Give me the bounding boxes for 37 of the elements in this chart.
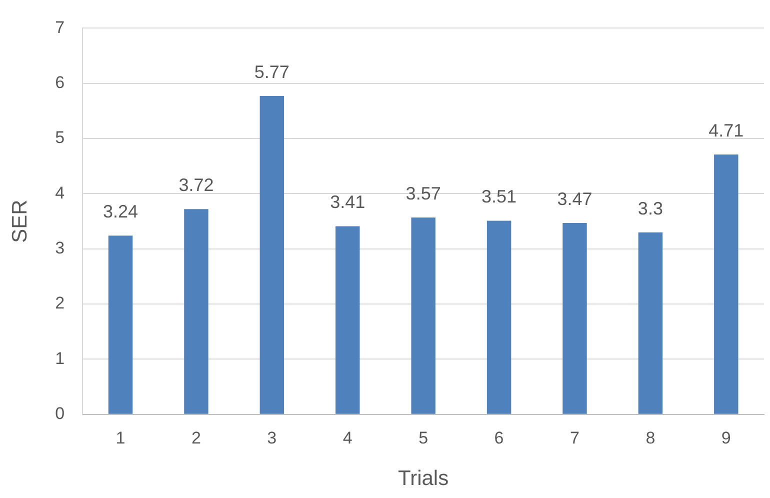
bar [411,217,436,414]
x-tick-label: 8 [646,428,656,448]
data-label: 3.47 [557,188,592,209]
y-tick-label: 2 [55,294,65,313]
y-tick-label: 7 [55,18,65,37]
data-label: 5.77 [254,62,290,82]
x-tick-label: 3 [267,428,277,448]
bar [184,209,208,414]
data-label: 3.51 [482,186,517,207]
y-axis-title: SER [8,200,32,243]
x-tick-label: 5 [418,428,428,448]
data-label: 3.72 [178,175,214,196]
y-tick-label: 1 [55,348,65,368]
bar [260,96,284,414]
x-tick-label: 2 [191,428,201,448]
data-label: 3.24 [102,202,138,222]
y-tick-label: 5 [55,128,65,148]
x-tick-label: 1 [116,428,126,448]
x-axis-title: Trials [398,467,449,490]
x-tick-label: 7 [570,428,580,448]
data-label: 3.3 [638,198,663,218]
bar [336,226,360,414]
y-tick-label: 3 [55,238,65,258]
bar [638,232,663,414]
y-tick-label: 6 [55,73,65,92]
x-tick-label: 9 [721,428,731,448]
bar [714,154,738,414]
data-label: 3.57 [406,183,441,204]
data-label: 3.41 [330,192,366,212]
x-tick-label: 6 [494,428,504,448]
bar [562,222,587,414]
x-tick-label: 4 [342,428,352,448]
bar [486,220,512,414]
y-tick-label: 4 [55,183,65,202]
data-label: 4.71 [708,120,744,141]
bar [108,236,133,414]
y-tick-label: 0 [55,404,65,424]
